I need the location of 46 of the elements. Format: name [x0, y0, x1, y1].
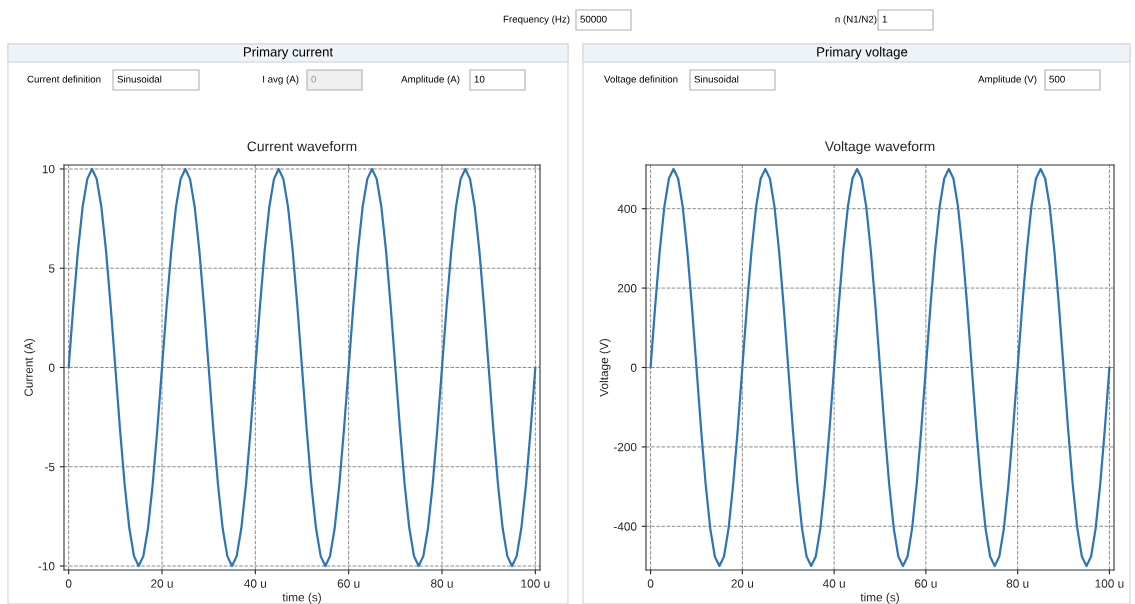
x-tick-label: 100 u: [521, 579, 550, 588]
y-tick-label: 400: [617, 204, 637, 214]
x-tick-label: 80 u: [431, 579, 453, 588]
x-tick-label: 40 u: [244, 579, 267, 588]
chart-title: Voltage waveform: [824, 141, 935, 154]
y-tick-label: 200: [617, 284, 637, 293]
x-axis-title: time (s): [860, 592, 899, 604]
y-tick-label: -400: [613, 522, 637, 531]
line-series: [67, 167, 537, 568]
x-tick-label: 40 u: [822, 579, 845, 588]
text: n (N1/N2): [835, 15, 877, 25]
text: 500: [1049, 75, 1065, 83]
text: Amplitude (A): [401, 75, 460, 85]
chart-title: Current waveform: [247, 141, 357, 152]
y-axis-title: Voltage (V): [599, 339, 611, 397]
text: 0: [311, 75, 317, 83]
text: 10: [474, 75, 485, 83]
y-tick-label: 0: [48, 363, 55, 372]
text: Sinusoidal: [694, 75, 739, 83]
text: Sinusoidal: [117, 75, 162, 83]
x-tick-label: 20 u: [151, 579, 173, 588]
y-tick-label: -5: [45, 462, 55, 472]
x-tick-label: 60 u: [914, 579, 937, 588]
text: Primary current: [244, 46, 333, 60]
text: 1: [882, 15, 887, 23]
line-series: [649, 167, 1111, 568]
x-tick-label: 0: [65, 579, 72, 588]
x-tick-label: 0: [647, 579, 654, 588]
x-tick-label: 100 u: [1095, 579, 1124, 588]
y-tick-label: 0: [630, 363, 637, 372]
text: I avg (A): [263, 75, 299, 85]
text: Voltage definition: [604, 75, 678, 85]
y-tick-label: 10: [42, 165, 55, 174]
y-tick-label: -200: [613, 442, 637, 452]
text: 50000: [580, 15, 607, 23]
y-tick-label: 5: [48, 264, 55, 273]
x-tick-label: 80 u: [1006, 579, 1029, 588]
text: Current definition: [27, 75, 101, 83]
x-tick-label: 20 u: [731, 579, 754, 588]
x-axis-title: time (s): [282, 592, 321, 604]
y-axis-title: Current (A): [24, 339, 36, 397]
y-tick-label: -10: [38, 562, 55, 571]
x-tick-label: 60 u: [337, 579, 360, 588]
text: Amplitude (V): [978, 75, 1037, 85]
text: Primary voltage: [817, 46, 908, 60]
text: Frequency (Hz): [503, 15, 570, 25]
